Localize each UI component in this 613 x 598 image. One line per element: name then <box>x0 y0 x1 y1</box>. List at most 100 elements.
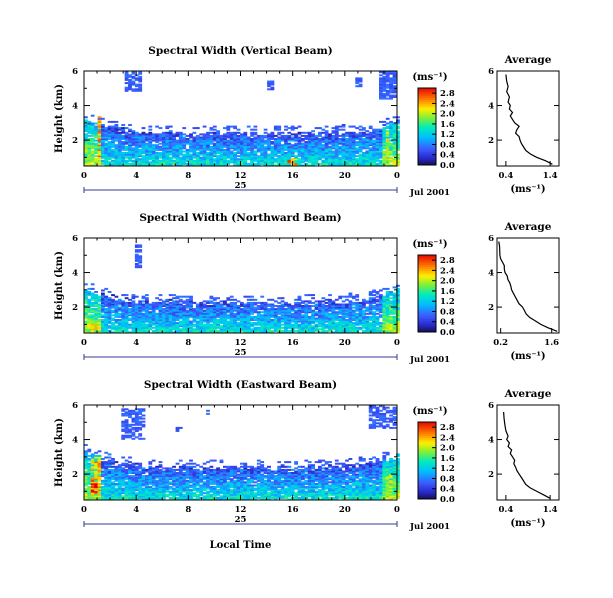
heatmap-cell <box>145 139 149 142</box>
heatmap-cell <box>240 314 244 317</box>
heatmap-cell <box>199 148 204 151</box>
heatmap-cell <box>229 308 234 311</box>
heatmap-cell <box>284 309 288 312</box>
heatmap-cell <box>368 127 373 130</box>
heatmap-cell <box>162 139 166 142</box>
heatmap-cell <box>107 487 112 490</box>
heatmap-cell <box>212 133 217 136</box>
heatmap-cell <box>273 300 278 303</box>
heatmap-cell <box>375 130 380 133</box>
heatmap-cell <box>87 454 92 457</box>
heatmap-cell <box>114 482 119 485</box>
heatmap-cell <box>101 490 105 493</box>
colorbar-swatch <box>418 161 436 164</box>
heatmap-cell <box>104 462 109 465</box>
heatmap-cell <box>145 468 149 471</box>
colorbar-swatch <box>418 103 436 106</box>
heatmap-cell <box>178 309 183 312</box>
heatmap-cell <box>392 82 397 85</box>
heatmap-cell <box>331 323 336 326</box>
heatmap-cell <box>124 164 129 167</box>
heatmap-cell <box>124 489 129 492</box>
heatmap-cell <box>318 153 322 156</box>
heatmap-cell <box>128 82 132 85</box>
heatmap-cell <box>117 158 122 161</box>
heatmap-cell <box>290 125 295 128</box>
heatmap-cell <box>250 325 254 328</box>
heatmap-cell <box>375 322 380 325</box>
heatmap-cell <box>84 322 88 325</box>
heatmap-cell <box>192 147 197 150</box>
heatmap-cell <box>111 319 115 321</box>
heatmap-cell <box>277 320 282 323</box>
heatmap-cell <box>158 148 163 151</box>
heatmap-cell <box>128 456 132 459</box>
heatmap-cell <box>97 300 102 303</box>
heatmap-cell <box>87 131 92 134</box>
heatmap-cell <box>229 133 234 136</box>
heatmap-cell <box>87 128 92 131</box>
heatmap-cell <box>250 152 254 154</box>
heatmap-cell <box>94 315 98 318</box>
heatmap-cell <box>128 308 132 311</box>
heatmap-cell <box>138 303 143 306</box>
heatmap-cell <box>114 470 119 473</box>
heatmap-cell <box>124 495 129 498</box>
heatmap-cell <box>318 139 322 142</box>
heatmap-cell <box>172 142 176 145</box>
heatmap-cell <box>348 131 353 134</box>
heatmap-cell <box>94 312 98 315</box>
heatmap-cell <box>304 315 309 318</box>
heatmap-cell <box>334 328 339 331</box>
heatmap-cell <box>212 315 217 318</box>
heatmap-cell <box>107 484 112 487</box>
heatmap-cell <box>155 147 159 150</box>
heatmap-cell <box>334 133 339 136</box>
heatmap-cell <box>128 134 132 137</box>
heatmap-cell <box>341 317 346 320</box>
heatmap-cell <box>280 300 285 303</box>
heatmap-cell <box>94 496 98 499</box>
heatmap-cell <box>301 322 305 325</box>
heatmap-cell <box>151 152 156 154</box>
colorbar-swatch <box>418 130 436 133</box>
heatmap-cell <box>263 142 268 145</box>
heatmap-cell <box>158 161 163 164</box>
heatmap-cell <box>192 145 197 148</box>
heatmap-cell <box>365 328 370 331</box>
heatmap-cell <box>134 412 139 415</box>
heatmap-cell <box>294 158 298 161</box>
heatmap-cell <box>134 423 139 426</box>
heatmap-cell <box>355 142 360 145</box>
heatmap-cell <box>151 312 156 315</box>
heatmap-cell <box>379 94 383 97</box>
heatmap-cell <box>358 317 363 320</box>
heatmap-cell <box>304 294 309 297</box>
heatmap-cell <box>84 317 88 320</box>
heatmap-cell <box>148 125 153 128</box>
heatmap-cell <box>94 476 98 479</box>
heatmap-cell <box>260 152 265 154</box>
heatmap-cell <box>155 125 159 128</box>
heatmap-cell <box>117 128 122 131</box>
heatmap-cell <box>267 305 271 307</box>
heatmap-cell <box>338 128 343 131</box>
heatmap-cell <box>311 294 315 297</box>
heatmap-cell <box>165 319 170 321</box>
heatmap-cell <box>104 297 109 300</box>
heatmap-cell <box>284 315 288 318</box>
heatmap-cell <box>87 492 92 495</box>
heatmap-cell <box>101 161 105 164</box>
heatmap-cell <box>382 75 387 78</box>
heatmap-cell <box>189 320 193 323</box>
heatmap-cell <box>178 311 183 314</box>
heatmap-cell <box>396 159 400 162</box>
heatmap-cell <box>151 147 156 150</box>
heatmap-cell <box>90 308 95 311</box>
heatmap-cell <box>97 328 102 331</box>
heatmap-cell <box>84 458 88 460</box>
heatmap-cell <box>124 412 129 415</box>
heatmap-cell <box>226 134 231 137</box>
heatmap-cell <box>348 159 353 162</box>
heatmap-cell <box>362 153 366 156</box>
